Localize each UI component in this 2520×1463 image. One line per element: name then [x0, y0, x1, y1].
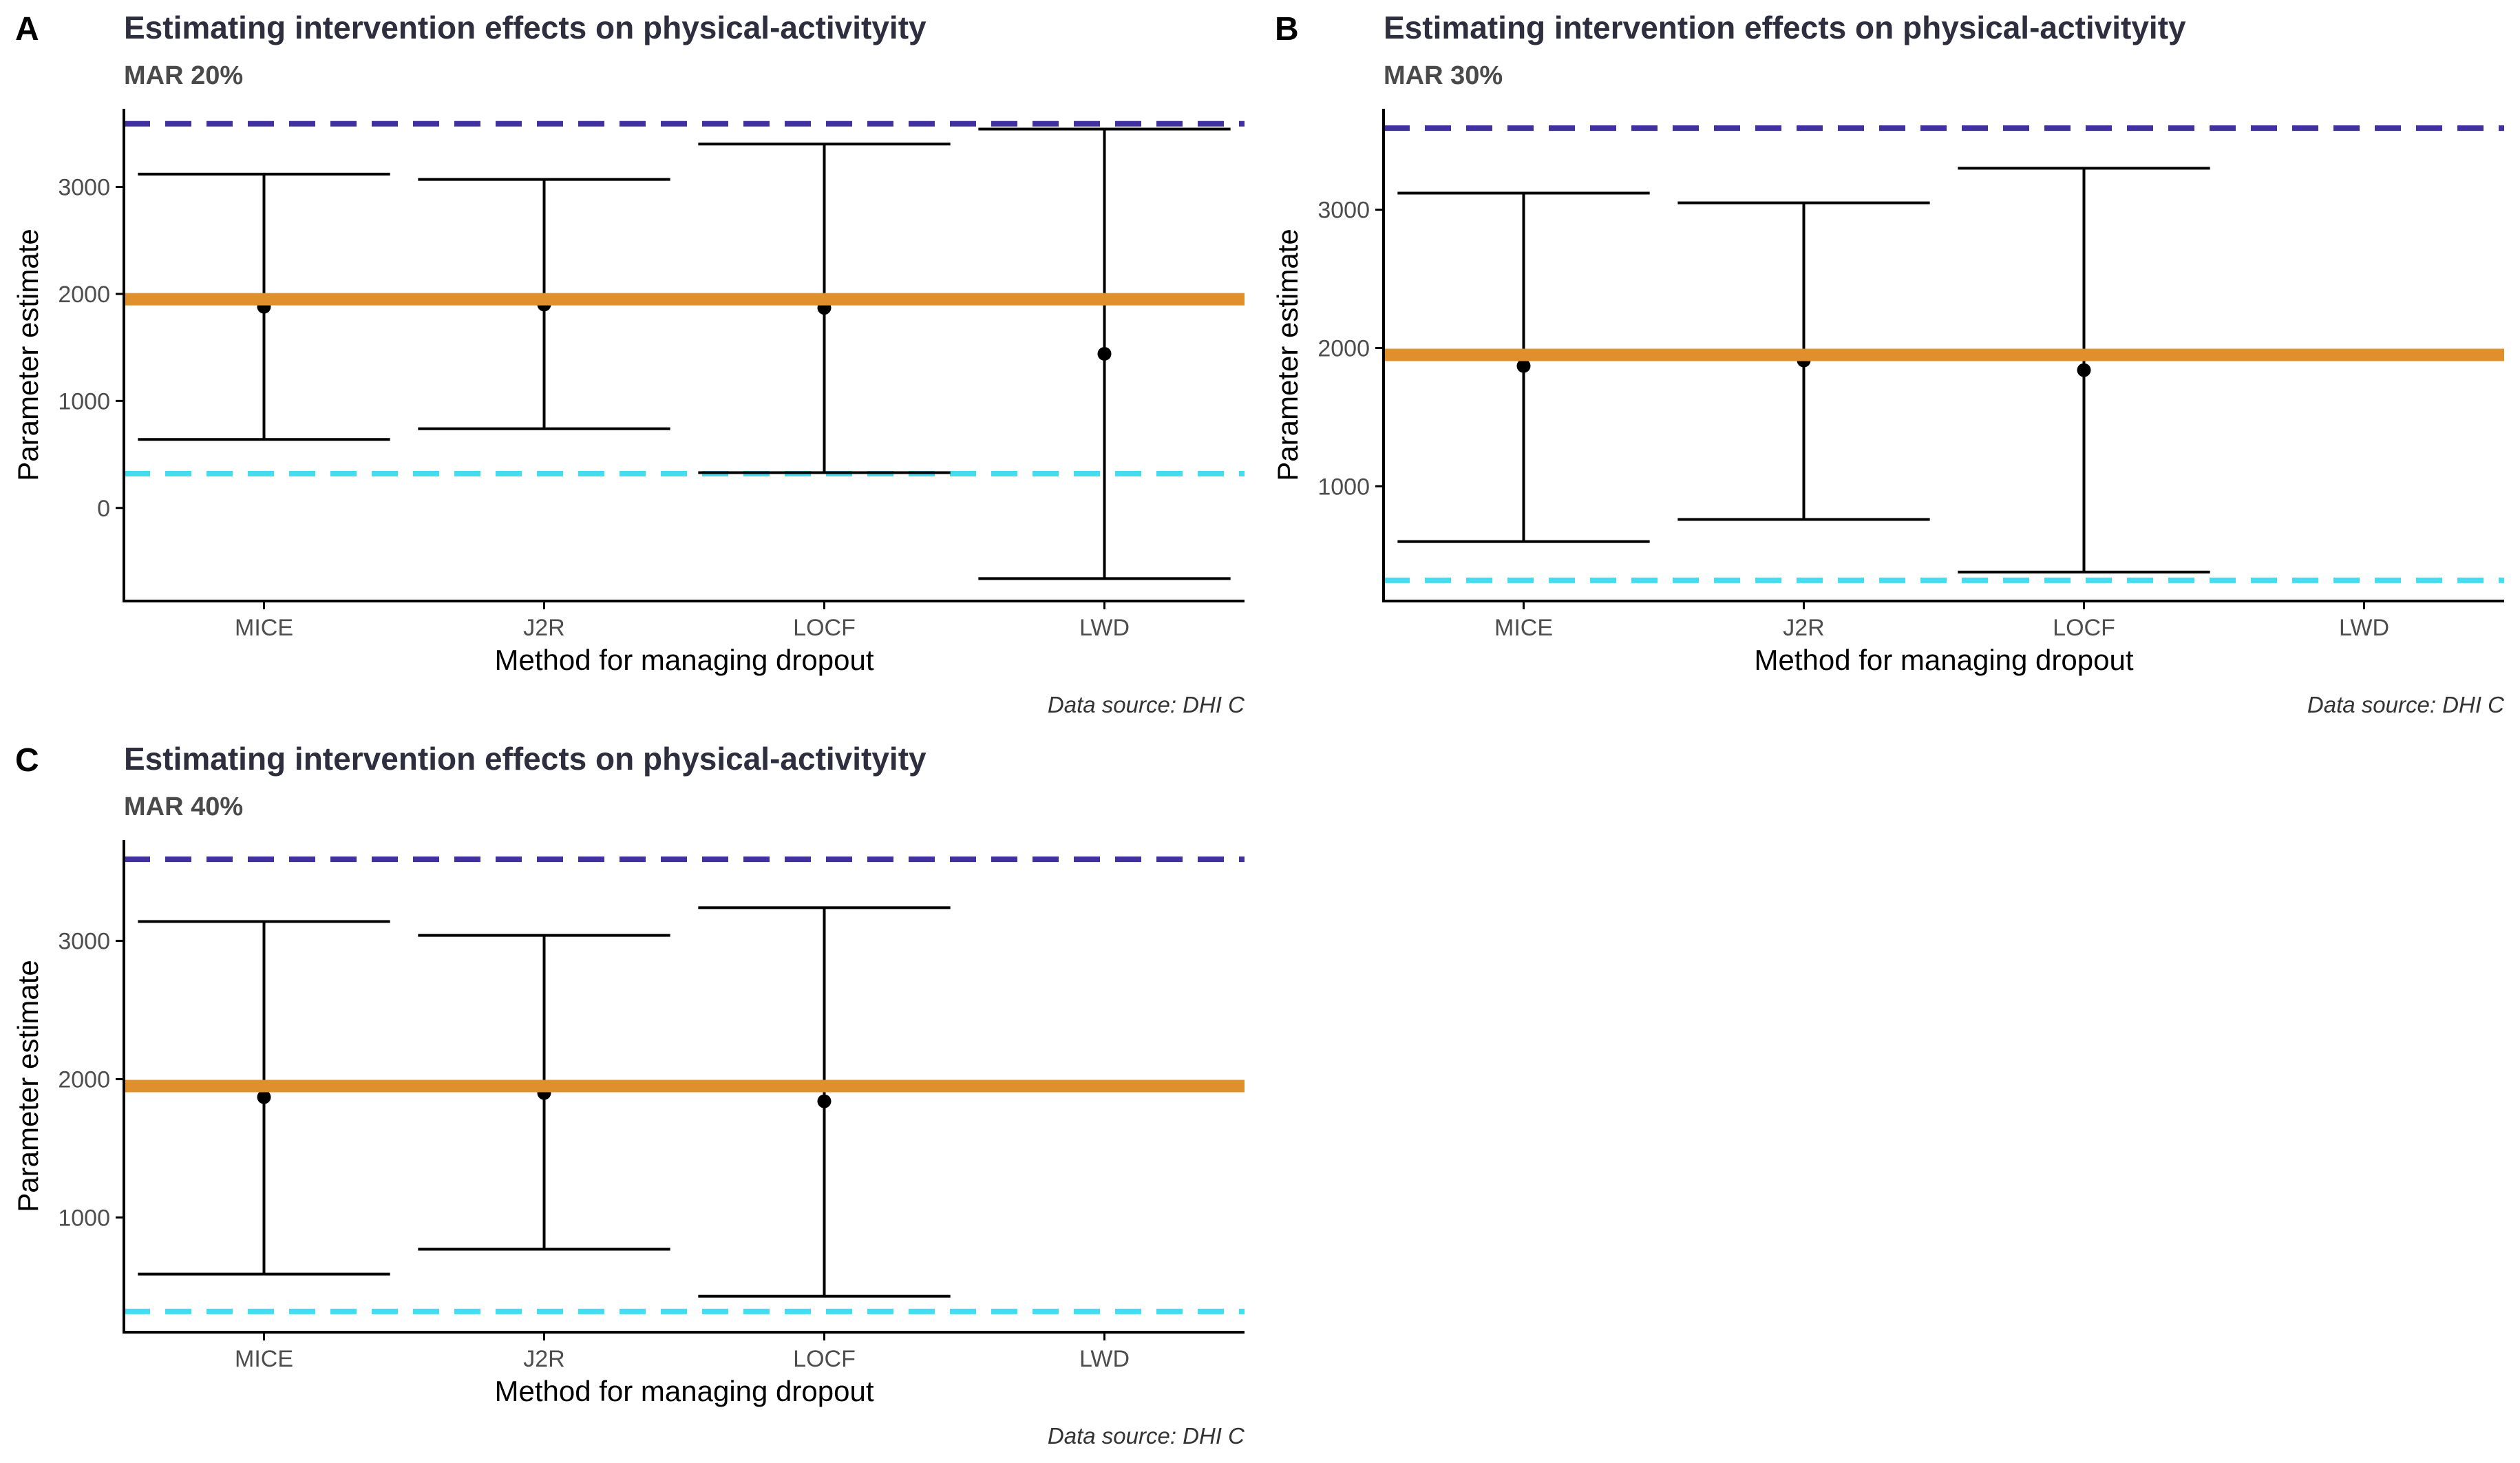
x-tick-label: MICE — [1494, 615, 1553, 641]
errorbar-locf — [698, 143, 951, 474]
y-tick-label: 0 — [97, 496, 110, 522]
chart-caption: Data source: DHI C — [1048, 692, 1245, 717]
estimate-point — [1097, 346, 1112, 361]
y-axis-title: Parameter estimate — [12, 229, 44, 481]
chart-subtitle: MAR 20% — [124, 61, 243, 90]
panel-c: C Estimating intervention effects on phys… — [12, 741, 1245, 1449]
y-axis-title: Parameter estimate — [12, 960, 44, 1212]
y-tick-label: 1000 — [58, 1205, 110, 1231]
x-tick-label: J2R — [1783, 615, 1824, 641]
x-tick-label: LOCF — [793, 615, 856, 641]
x-axis-title: Method for managing dropout — [494, 644, 873, 676]
errorbar-mice — [1397, 191, 1650, 543]
errorbar-j2r — [1677, 201, 1930, 521]
chart-subtitle: MAR 40% — [124, 792, 243, 821]
panel-b: B Estimating intervention effects on phys… — [1271, 10, 2505, 717]
y-tick-label: 3000 — [58, 929, 110, 955]
estimate-point — [257, 1090, 271, 1104]
estimate-point — [2077, 363, 2091, 377]
x-tick-label: LWD — [1079, 1346, 1130, 1372]
y-tick-label: 3000 — [1317, 198, 1370, 224]
x-tick-label: LWD — [2339, 615, 2389, 641]
chart-caption: Data source: DHI C — [2307, 692, 2505, 717]
x-tick-label: MICE — [235, 615, 293, 641]
chart-title: Estimating intervention effects on physi… — [124, 741, 927, 777]
x-tick-label: MICE — [235, 1346, 293, 1372]
errorbar-mice — [138, 920, 390, 1276]
x-tick-label: J2R — [523, 615, 564, 641]
panel-label: C — [15, 742, 39, 779]
x-axis-title: Method for managing dropout — [494, 1375, 873, 1407]
y-tick-label: 1000 — [58, 388, 110, 414]
panel-label: B — [1275, 11, 1299, 48]
x-tick-label: LOCF — [793, 1346, 856, 1372]
y-tick-label: 2000 — [1317, 335, 1370, 361]
estimate-point — [817, 1094, 832, 1108]
y-tick-label: 3000 — [58, 174, 110, 200]
y-tick-label: 2000 — [58, 282, 110, 308]
x-axis-title: Method for managing dropout — [1754, 644, 2133, 676]
estimate-point — [1516, 359, 1531, 373]
chart-caption: Data source: DHI C — [1048, 1423, 1245, 1449]
errorbar-locf — [698, 906, 951, 1298]
errorbar-mice — [138, 172, 390, 441]
x-tick-label: LWD — [1079, 615, 1130, 641]
panel-a: A Estimating intervention effects on phys… — [12, 10, 1245, 717]
y-tick-label: 2000 — [58, 1066, 110, 1093]
y-tick-label: 1000 — [1317, 474, 1370, 500]
x-tick-label: LOCF — [2053, 615, 2115, 641]
chart-title: Estimating intervention effects on physi… — [124, 10, 927, 45]
panel-label: A — [15, 11, 39, 48]
x-tick-label: J2R — [523, 1346, 564, 1372]
errorbar-locf — [1958, 167, 2210, 573]
chart-title: Estimating intervention effects on physi… — [1384, 10, 2186, 45]
errorbar-lwd — [978, 127, 1231, 580]
chart-subtitle: MAR 30% — [1384, 61, 1503, 90]
y-axis-title: Parameter estimate — [1271, 229, 1304, 481]
errorbar-j2r — [418, 934, 670, 1251]
